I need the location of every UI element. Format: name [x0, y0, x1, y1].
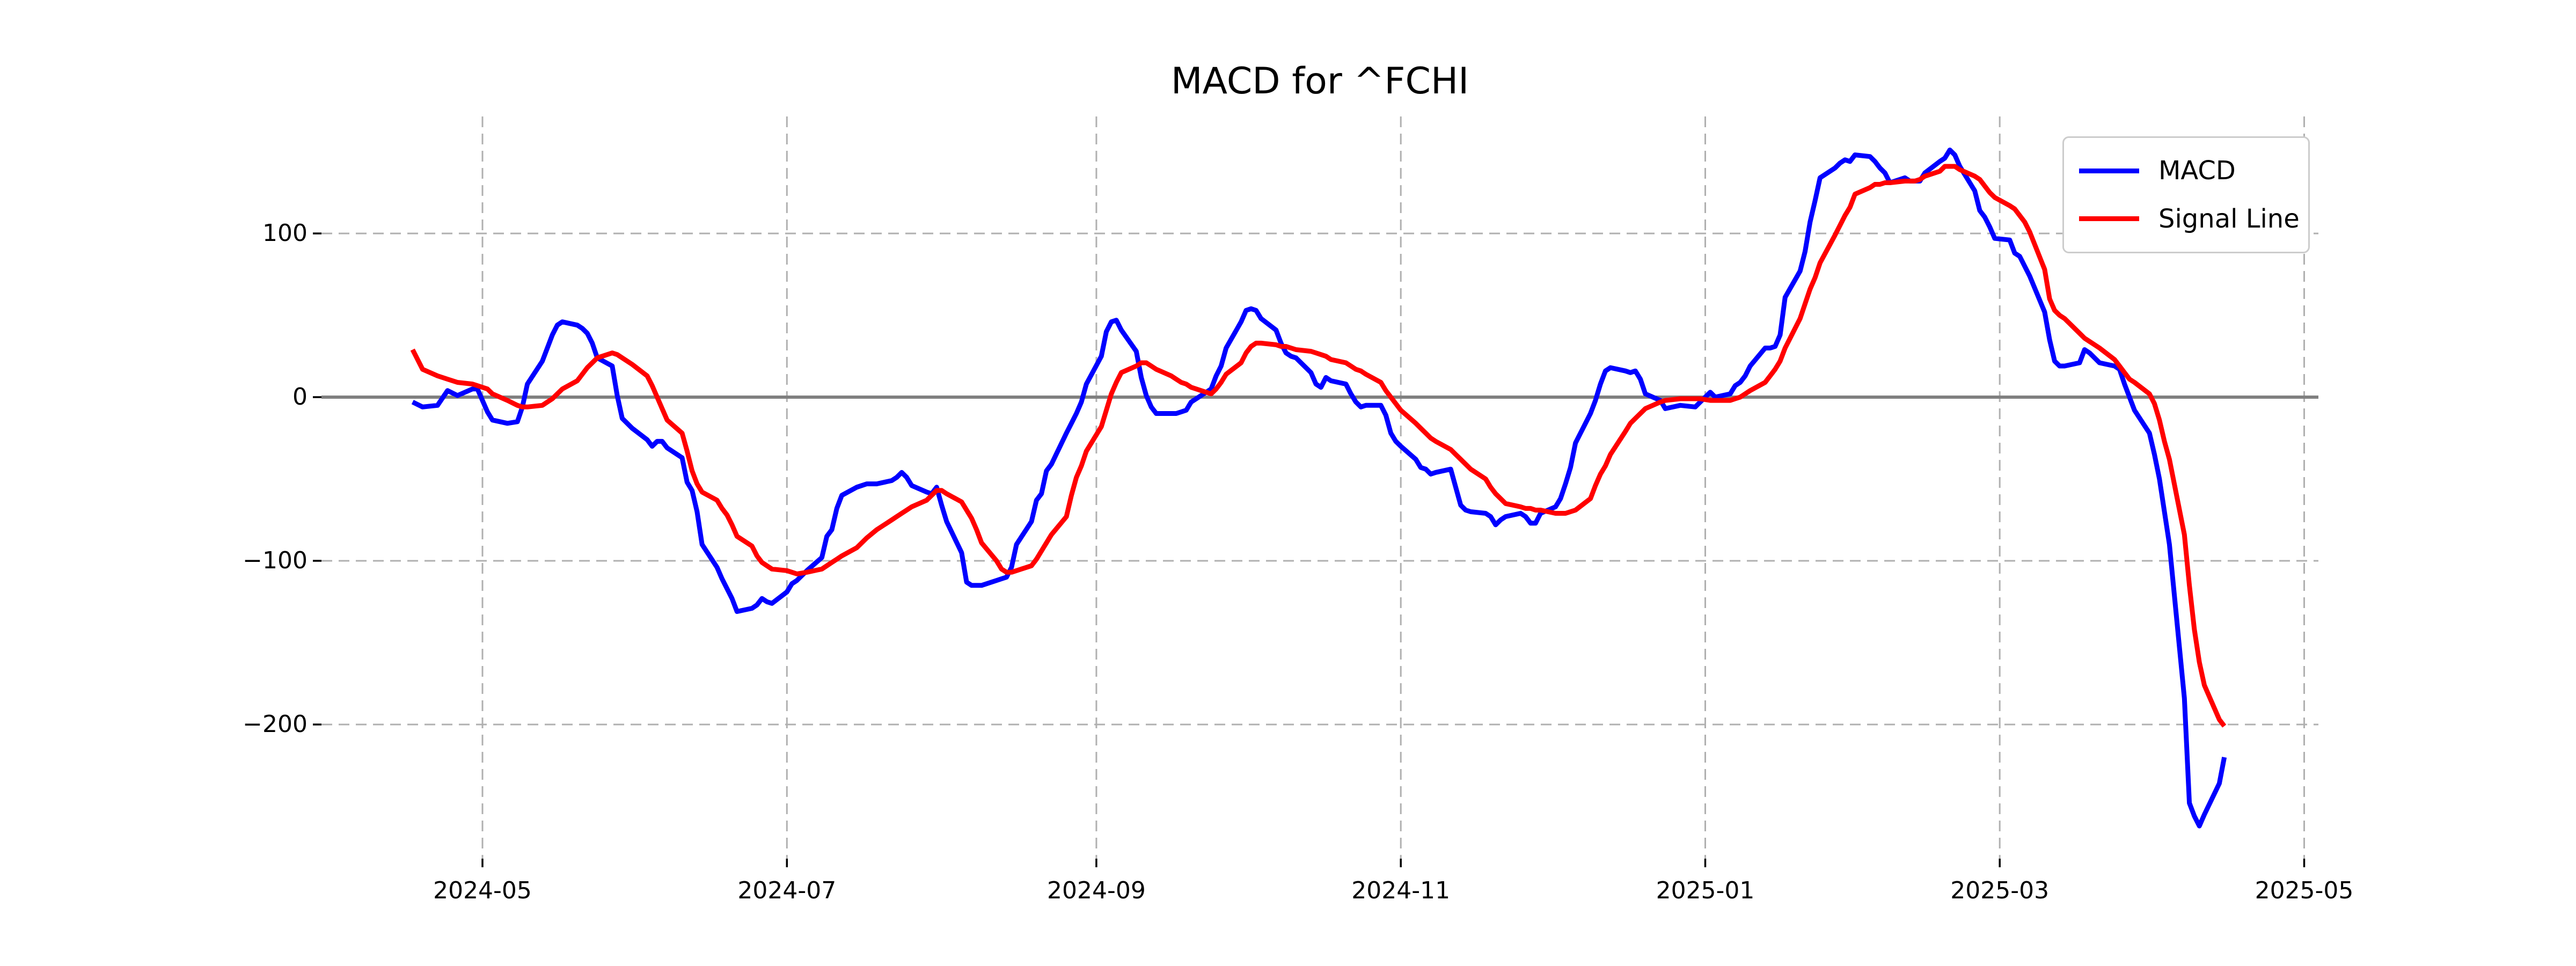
- x-tick-label: 2025-03: [1950, 877, 2050, 904]
- y-tick-label: −100: [243, 547, 308, 574]
- chart-title: MACD for ^FCHI: [1170, 60, 1469, 103]
- legend-item-signal: Signal Line: [2079, 204, 2300, 234]
- axis-ticks: [313, 232, 2306, 867]
- legend-label-macd: MACD: [2158, 156, 2236, 186]
- data-series: [410, 148, 2227, 829]
- series-line-signal-line: [410, 164, 2227, 728]
- macd-line-icon: [2079, 168, 2139, 173]
- y-tick-label: 100: [262, 219, 308, 247]
- signal-line-icon: [2079, 216, 2139, 222]
- gridlines: [321, 116, 2318, 859]
- x-tick-label: 2024-05: [433, 877, 532, 904]
- legend-label-signal: Signal Line: [2158, 203, 2300, 234]
- x-tick-label: 2024-11: [1351, 877, 1451, 904]
- y-tick-label: −200: [243, 711, 308, 738]
- x-tick-label: 2024-07: [737, 877, 837, 904]
- x-tick-label: 2025-05: [2255, 877, 2354, 904]
- legend: MACD Signal Line: [2062, 136, 2310, 253]
- series-line-macd: [411, 148, 2227, 829]
- x-tick-label: 2024-09: [1046, 877, 1146, 904]
- y-tick-label: 0: [292, 383, 308, 411]
- legend-item-macd: MACD: [2079, 156, 2293, 186]
- x-tick-label: 2025-01: [1656, 877, 1755, 904]
